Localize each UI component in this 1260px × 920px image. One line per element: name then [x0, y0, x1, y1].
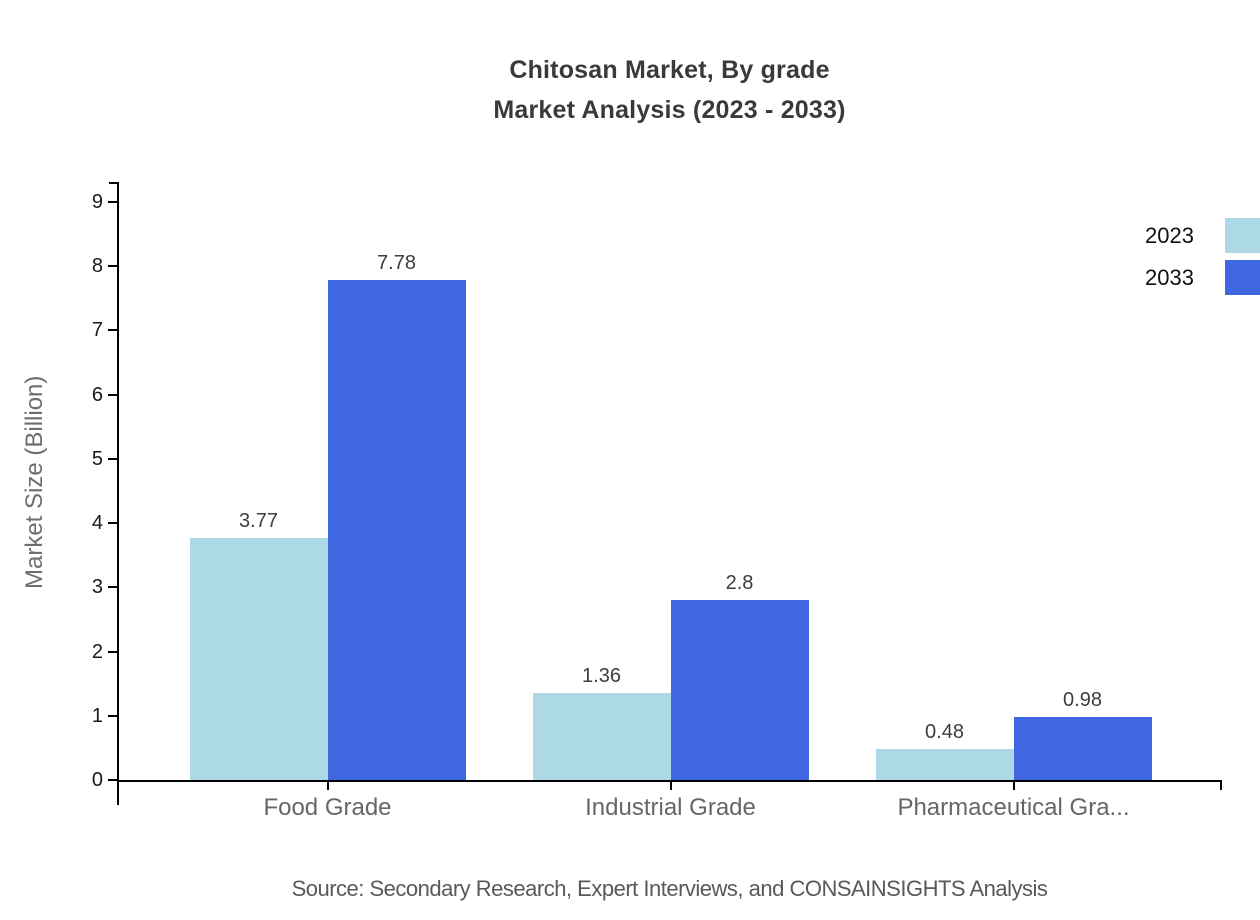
y-tick-mark [108, 329, 117, 332]
x-tick-mark [669, 780, 672, 790]
chart-title-line2: Market Analysis (2023 - 2033) [493, 96, 846, 124]
bar-value-label: 0.48 [925, 721, 964, 743]
x-tick-mark [326, 780, 329, 790]
bar-2023-2 [875, 749, 1014, 780]
y-tick-label: 3 [91, 576, 103, 599]
chart-title-line1: Chitosan Market, By grade [509, 56, 830, 84]
y-tick-label: 8 [91, 255, 103, 278]
bar-2033-2 [1013, 717, 1152, 780]
x-tick-mark [1012, 780, 1015, 790]
y-tick-mark [108, 393, 117, 396]
y-tick-mark [108, 201, 117, 203]
legend-label: 2033 [1145, 264, 1194, 290]
bar-value-label: 3.77 [239, 510, 278, 532]
y-tick-label: 9 [91, 191, 103, 213]
y-tick-label: 4 [91, 512, 103, 535]
y-tick-mark [108, 265, 117, 268]
chart-title: Chitosan Market, By grade Market Analysi… [118, 50, 1221, 130]
category-label: Food Grade [263, 794, 392, 821]
y-tick-label: 5 [91, 447, 103, 470]
bar-value-label: 2.8 [725, 572, 754, 594]
legend-item-2033: 2033 [1145, 260, 1260, 295]
y-tick-label: 6 [91, 383, 103, 406]
legend-swatch [1225, 218, 1260, 253]
source-note: Source: Secondary Research, Expert Inter… [291, 876, 1048, 901]
category-label: Industrial Grade [585, 794, 756, 821]
y-tick-label: 1 [91, 704, 103, 727]
y-tick-mark [108, 650, 117, 653]
legend-item-2023: 2023 [1145, 218, 1260, 253]
y-tick-mark [108, 586, 117, 589]
bar-value-label: 7.78 [377, 252, 416, 274]
y-tick-label: 7 [91, 319, 103, 342]
bar-2033-1 [670, 600, 809, 780]
bar-value-label: 1.36 [582, 665, 621, 687]
legend: 2023 2033 [1145, 218, 1260, 302]
y-tick-mark [108, 522, 117, 525]
bar-value-label: 0.98 [1063, 689, 1102, 711]
legend-label: 2023 [1145, 222, 1194, 248]
bar-2033-0 [327, 280, 466, 780]
bar-2023-1 [532, 693, 671, 780]
y-tick-label: 2 [91, 640, 103, 663]
y-axis-line [117, 182, 119, 805]
y-tick-mark [108, 457, 117, 460]
bar-2023-0 [189, 538, 328, 780]
category-label: Pharmaceutical Gra... [897, 794, 1130, 821]
legend-swatch [1225, 260, 1260, 295]
x-axis-endcap [1220, 780, 1222, 790]
y-tick-mark [108, 779, 117, 781]
y-tick-mark [108, 714, 117, 717]
y-axis-endcap [109, 182, 117, 184]
y-tick-label: 0 [91, 769, 103, 791]
